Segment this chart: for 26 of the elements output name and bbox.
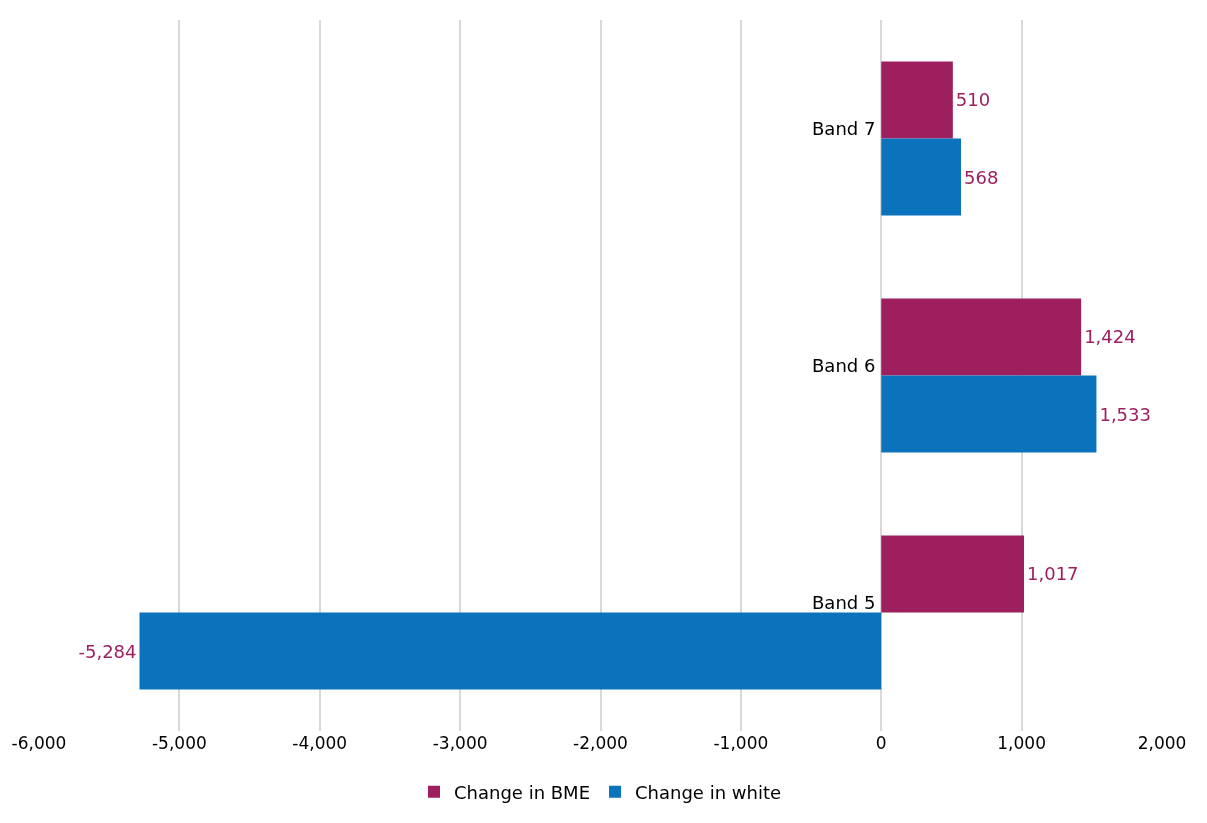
x-tick-label: -1,000: [713, 733, 769, 753]
x-tick-label: 2,000: [1137, 733, 1187, 753]
x-tick-label: -2,000: [573, 733, 628, 753]
x-tick-label: -6,000: [11, 733, 67, 753]
bar: [881, 375, 1097, 453]
x-tick-label: -3,000: [432, 733, 488, 753]
x-tick-label: 0: [875, 733, 887, 753]
x-tick-label: -5,000: [151, 733, 207, 753]
bar: [881, 138, 961, 216]
y-tick-label: Band 6: [812, 355, 876, 376]
y-tick-label: Band 5: [812, 592, 876, 613]
data-label: 1,424: [1084, 326, 1136, 348]
bar: [881, 61, 953, 139]
data-label: 1,533: [1099, 403, 1151, 425]
x-tick-label: -4,000: [292, 733, 348, 753]
bar: [139, 612, 882, 690]
bar: [881, 535, 1025, 613]
bar: [881, 298, 1082, 376]
data-label: 568: [963, 166, 999, 188]
legend-label: Change in BME: [454, 781, 591, 803]
x-tick-label: 1,000: [997, 733, 1046, 753]
legend-label: Change in white: [635, 781, 782, 803]
data-label: -5,284: [78, 640, 137, 662]
y-tick-label: Band 7: [812, 118, 876, 139]
data-label: 1,017: [1027, 563, 1079, 585]
data-label: 510: [955, 89, 991, 111]
